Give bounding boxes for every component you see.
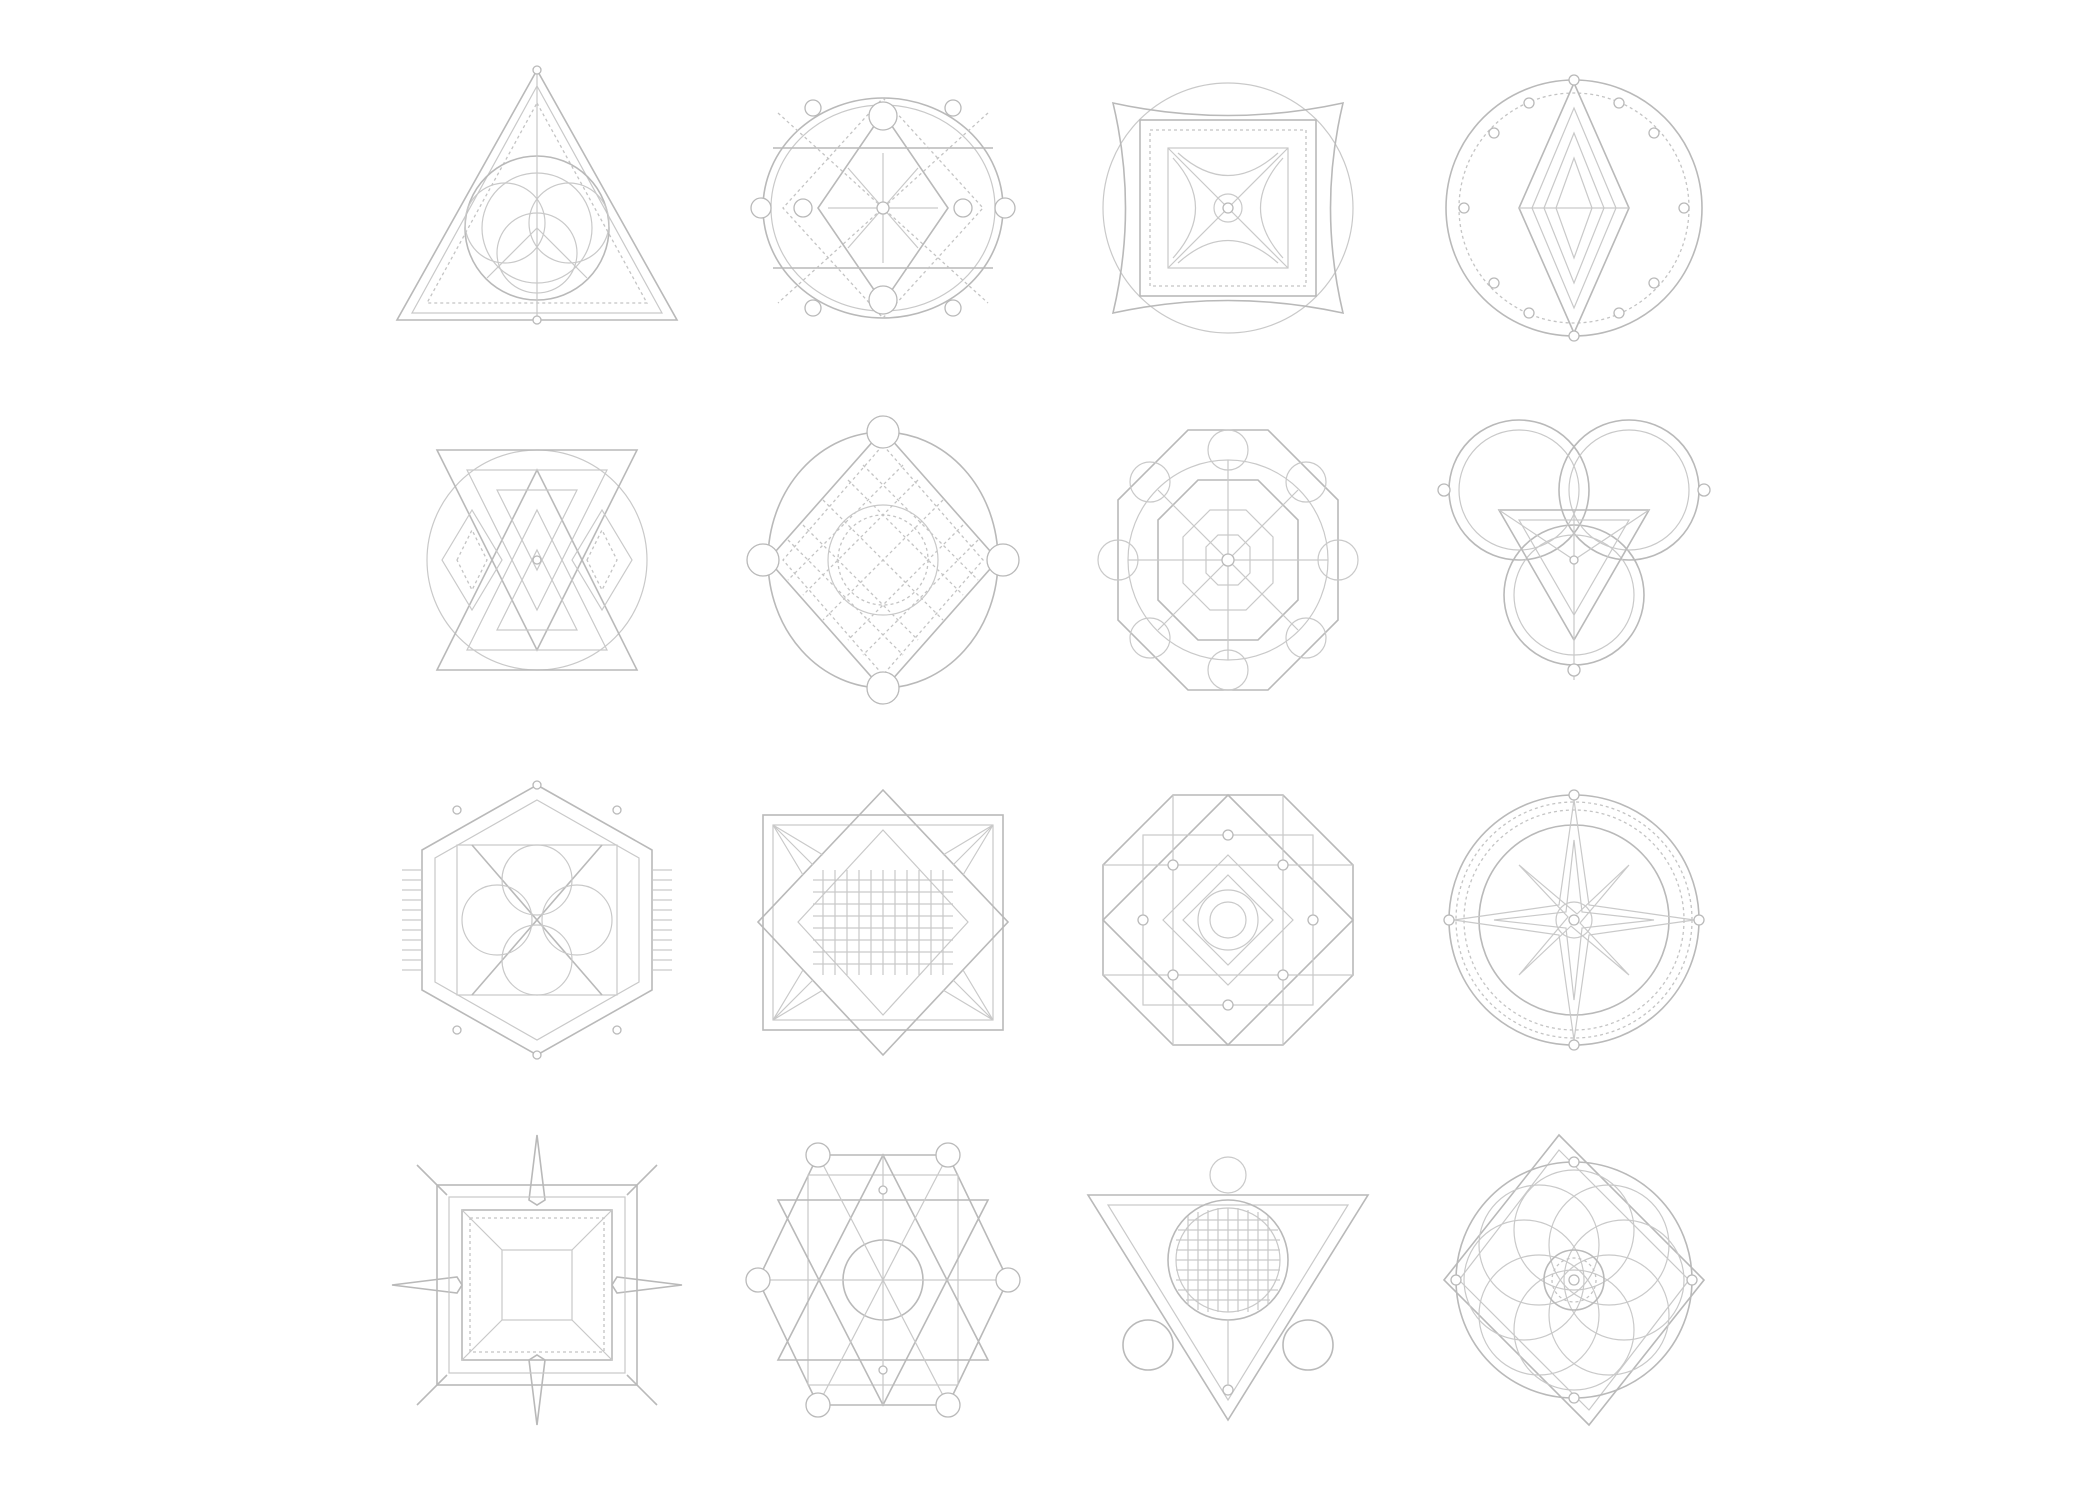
inverted-triangle-grid-seal-icon <box>1078 1130 1378 1430</box>
rosette-diamond-seal-icon <box>1424 1130 1724 1430</box>
square-star-seal-icon <box>1078 58 1378 358</box>
trefoil-triangle-seal-icon <box>1424 410 1724 710</box>
compass-square-seal-icon <box>387 1130 687 1430</box>
hexagon-circles-seal-icon <box>387 770 687 1070</box>
circle-nested-diamond-seal-icon <box>1424 58 1724 358</box>
hexagram-circle-seal-icon <box>733 1130 1033 1430</box>
octagon-star-seal-icon <box>1078 770 1378 1070</box>
triangle-seal-icon <box>387 58 687 358</box>
hourglass-triangles-seal-icon <box>387 410 687 710</box>
square-grid-diamond-seal-icon <box>733 770 1033 1070</box>
circle-diamond-seal-icon <box>733 58 1033 358</box>
octagon-flower-seal-icon <box>1078 410 1378 710</box>
circle-grid-star-seal-icon <box>1424 770 1724 1070</box>
grid-diamond-seal-icon <box>733 410 1033 710</box>
